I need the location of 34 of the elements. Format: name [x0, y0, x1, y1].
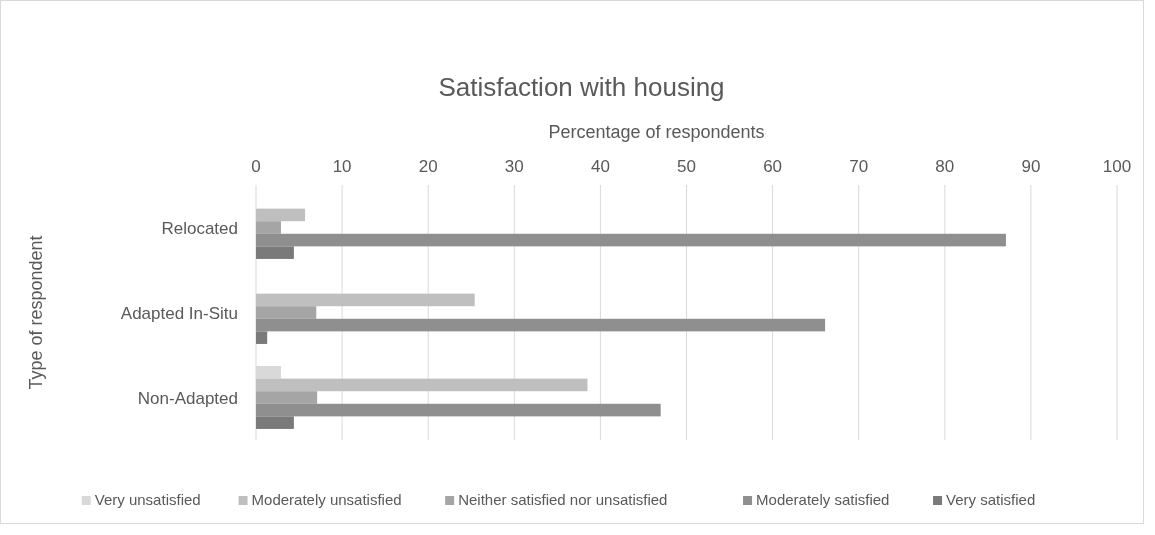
bar [256, 331, 268, 344]
legend-label: Neither satisfied nor unsatisfied [458, 491, 668, 508]
legend-label: Moderately satisfied [756, 491, 890, 508]
x-tick-label: 60 [763, 157, 783, 176]
bar [256, 221, 281, 234]
chart-title: Satisfaction with housing [438, 72, 725, 102]
x-tick-label: 100 [1102, 157, 1132, 176]
x-tick-label: 50 [677, 157, 696, 176]
x-tick-label: 80 [935, 157, 955, 176]
legend-label: Moderately unsatisfied [251, 491, 402, 508]
bar [256, 391, 318, 404]
x-tick-label: 70 [849, 157, 869, 176]
y-axis-title: Type of respondent [26, 235, 46, 390]
bar [256, 293, 475, 307]
x-tick-label: 10 [332, 157, 352, 176]
legend-label: Very satisfied [946, 491, 1036, 508]
legend-label: Very unsatisfied [94, 491, 201, 508]
bar [256, 416, 294, 429]
x-tick-label: 90 [1021, 157, 1041, 176]
bar [256, 306, 317, 319]
x-tick-label: 20 [418, 157, 438, 176]
x-tick-label: 30 [504, 157, 524, 176]
y-tick-label: Non-Adapted [137, 388, 238, 408]
y-tick-label: Adapted In-Situ [120, 303, 238, 323]
x-axis-title: Percentage of respondents [548, 122, 765, 142]
x-tick-label: 40 [590, 157, 610, 176]
x-tick-label: 0 [251, 157, 261, 176]
bar [256, 403, 661, 417]
bar [256, 233, 1006, 247]
bar [256, 208, 306, 222]
bar [256, 318, 826, 332]
bar [256, 378, 588, 392]
y-tick-label: Relocated [161, 218, 238, 238]
bar [256, 246, 294, 259]
